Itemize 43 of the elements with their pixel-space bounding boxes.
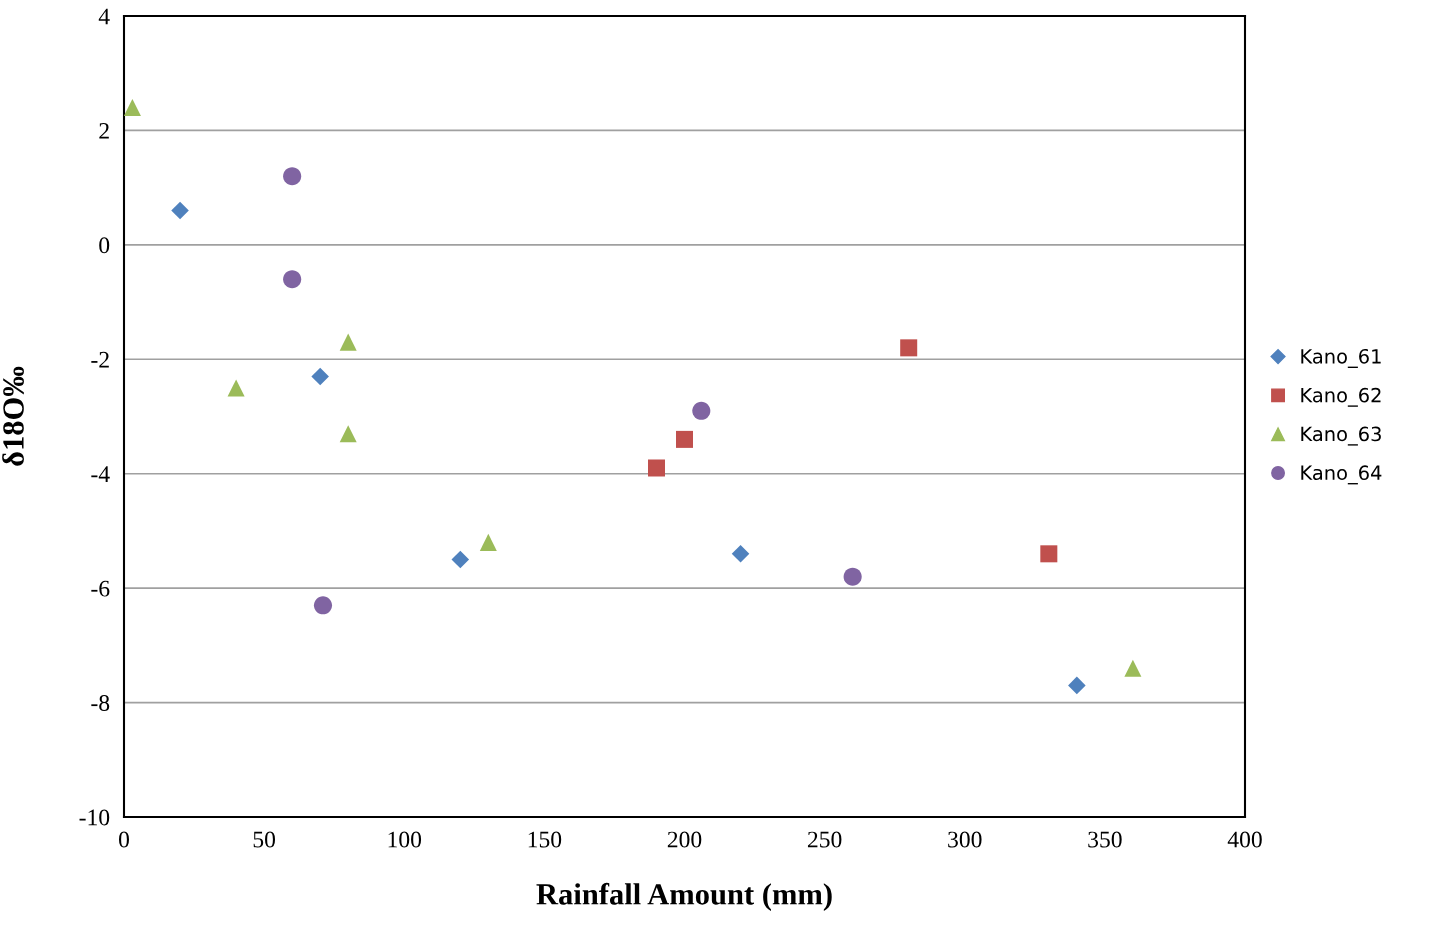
legend-label: Kano_61 [1301,348,1381,368]
y-tick-label: 0 [99,237,110,254]
x-axis-title: Rainfall Amount (mm) [536,882,832,911]
point [1068,676,1086,695]
y-tick-label: -2 [91,351,109,368]
point [451,550,470,569]
point [692,401,711,420]
x-tick-label: 200 [667,831,702,848]
point [227,379,245,397]
y-axis-title: δ18O‰ [2,366,24,466]
x-tick-label: 150 [528,831,562,848]
y-tick-label: 4 [98,8,110,25]
y-tick-label: -4 [91,466,110,482]
point [339,333,357,351]
point [124,99,141,117]
x-tick-label: 400 [1227,831,1262,848]
point [171,201,189,220]
point [675,430,694,448]
point [843,567,862,586]
legend-label: Kano_62 [1301,387,1381,407]
point [313,596,333,615]
x-tick-label: 100 [388,831,422,848]
y-tick-label: 2 [99,122,109,139]
y-tick-label: -8 [91,695,110,711]
x-tick-label: 250 [807,831,842,848]
x-tick-label: 50 [253,831,276,848]
x-tick-label: 350 [1088,831,1122,848]
legend-label: Kano_63 [1301,426,1381,446]
point [283,167,302,186]
point [900,339,918,357]
y-tick-label: -6 [91,580,110,597]
point [731,545,750,563]
point [647,459,665,477]
point [339,425,357,443]
legend-label: Kano_64 [1301,465,1382,485]
point [283,270,302,289]
x-tick-label: 300 [948,831,982,848]
y-tick-label: -10 [79,809,110,826]
point [479,533,497,551]
point [311,367,329,386]
x-tick-label: 0 [119,831,129,848]
point [1040,545,1058,563]
point [1124,659,1142,677]
